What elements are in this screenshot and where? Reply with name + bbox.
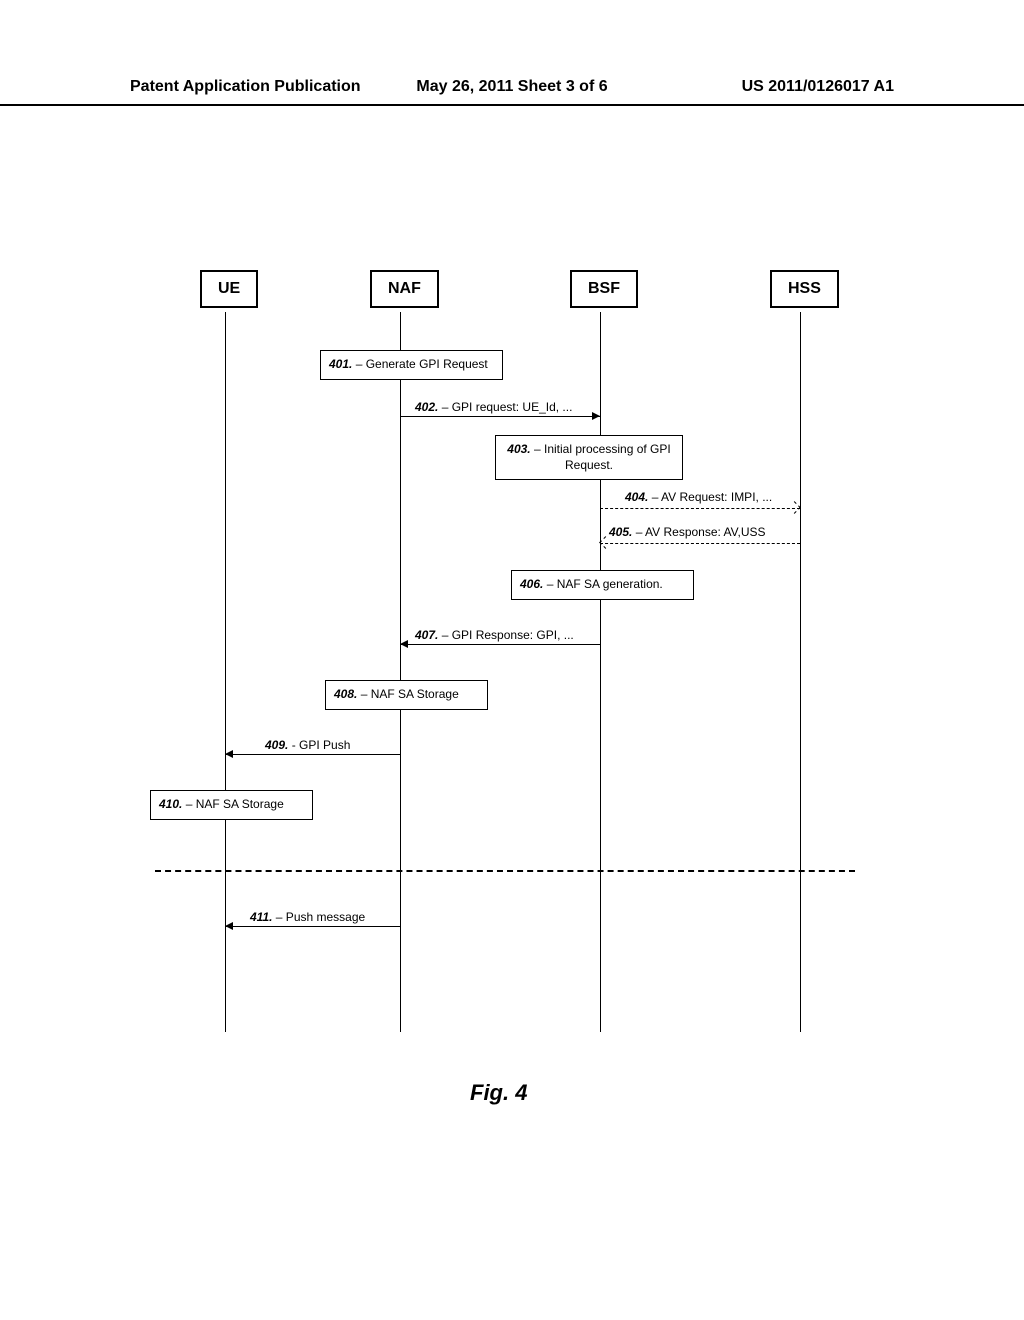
participant-bsf-label: BSF — [588, 280, 620, 297]
sequence-diagram: UE NAF BSF HSS 401. – Generate GPI Reque… — [165, 270, 865, 1030]
step-404-text: – AV Request: IMPI, ... — [648, 490, 772, 504]
step-408-num: 408. — [334, 687, 357, 701]
lifeline-hss — [800, 312, 801, 1032]
page-header: Patent Application Publication May 26, 2… — [0, 78, 1024, 96]
lifeline-naf — [400, 312, 401, 1032]
step-407-num: 407. — [415, 628, 438, 642]
participant-naf: NAF — [370, 270, 439, 308]
participant-ue: UE — [200, 270, 258, 308]
step-409-label: 409. - GPI Push — [265, 738, 350, 752]
step-402-text: – GPI request: UE_Id, ... — [438, 400, 572, 414]
step-410-num: 410. — [159, 797, 182, 811]
participant-naf-label: NAF — [388, 280, 421, 297]
step-402-label: 402. – GPI request: UE_Id, ... — [415, 400, 572, 414]
step-404-arrowhead — [788, 501, 801, 514]
step-402-arrowhead — [592, 412, 600, 420]
step-404-arrow — [600, 508, 800, 509]
step-411-label: 411. – Push message — [250, 910, 365, 924]
header-right: US 2011/0126017 A1 — [742, 78, 894, 96]
step-402-arrow — [400, 416, 600, 417]
step-410-text: – NAF SA Storage — [182, 797, 283, 811]
step-403-num: 403. — [507, 442, 530, 456]
step-406-num: 406. — [520, 577, 543, 591]
step-404-num: 404. — [625, 490, 648, 504]
step-408-box: 408. – NAF SA Storage — [325, 680, 488, 710]
step-401-num: 401. — [329, 357, 352, 371]
step-411-num: 411. — [250, 910, 272, 924]
step-409-arrow — [225, 754, 400, 755]
step-407-arrow — [400, 644, 600, 645]
step-402-num: 402. — [415, 400, 438, 414]
figure-caption-text: Fig. 4 — [470, 1080, 527, 1105]
step-407-text: – GPI Response: GPI, ... — [438, 628, 573, 642]
step-409-text: - GPI Push — [288, 738, 350, 752]
lifeline-bsf — [600, 312, 601, 1032]
header-center: May 26, 2011 Sheet 3 of 6 — [416, 78, 607, 96]
header-left: Patent Application Publication — [130, 78, 361, 96]
step-407-arrowhead — [400, 640, 408, 648]
step-401-box: 401. – Generate GPI Request — [320, 350, 503, 380]
step-405-text: – AV Response: AV,USS — [632, 525, 765, 539]
step-407-label: 407. – GPI Response: GPI, ... — [415, 628, 574, 642]
header-rule — [0, 104, 1024, 106]
step-411-arrowhead — [225, 922, 233, 930]
participant-hss: HSS — [770, 270, 839, 308]
participant-ue-label: UE — [218, 280, 240, 297]
separator-line — [155, 870, 855, 872]
step-411-arrow — [225, 926, 400, 927]
step-409-num: 409. — [265, 738, 288, 752]
step-406-box: 406. – NAF SA generation. — [511, 570, 694, 600]
step-401-text: – Generate GPI Request — [352, 357, 487, 371]
participant-hss-label: HSS — [788, 280, 821, 297]
step-404-label: 404. – AV Request: IMPI, ... — [625, 490, 772, 504]
step-405-label: 405. – AV Response: AV,USS — [609, 525, 766, 539]
step-410-box: 410. – NAF SA Storage — [150, 790, 313, 820]
step-406-text: – NAF SA generation. — [543, 577, 662, 591]
figure-caption: Fig. 4 — [470, 1080, 527, 1106]
step-408-text: – NAF SA Storage — [357, 687, 458, 701]
step-411-text: – Push message — [272, 910, 365, 924]
step-405-arrow — [600, 543, 800, 544]
step-403-box: 403. – Initial processing of GPI Request… — [495, 435, 683, 480]
step-405-num: 405. — [609, 525, 632, 539]
step-409-arrowhead — [225, 750, 233, 758]
step-403-text: – Initial processing of GPI Request. — [531, 442, 671, 472]
participant-bsf: BSF — [570, 270, 638, 308]
